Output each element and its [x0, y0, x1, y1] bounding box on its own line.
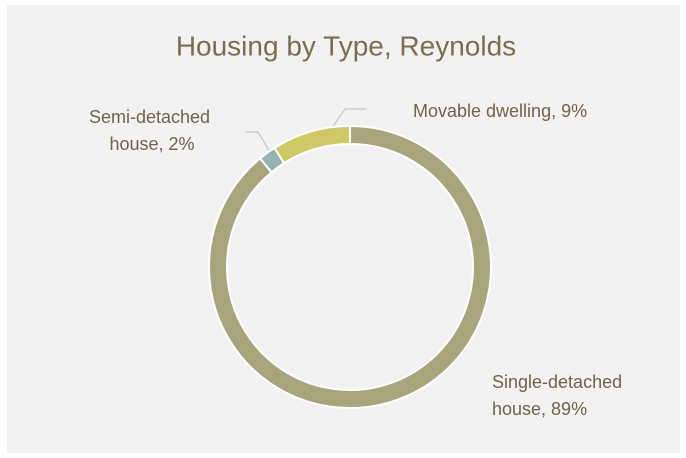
chart-title: Housing by Type, Reynolds — [176, 30, 516, 61]
chart-background — [7, 5, 680, 453]
data-label: Movable dwelling, 9% — [413, 101, 587, 121]
donut-segment — [208, 124, 492, 409]
data-label: Single-detached house, 89% — [492, 372, 627, 419]
leader-line — [245, 131, 271, 153]
donut-segment — [273, 124, 351, 165]
data-label: Semi-detached house, 2% — [89, 107, 215, 154]
